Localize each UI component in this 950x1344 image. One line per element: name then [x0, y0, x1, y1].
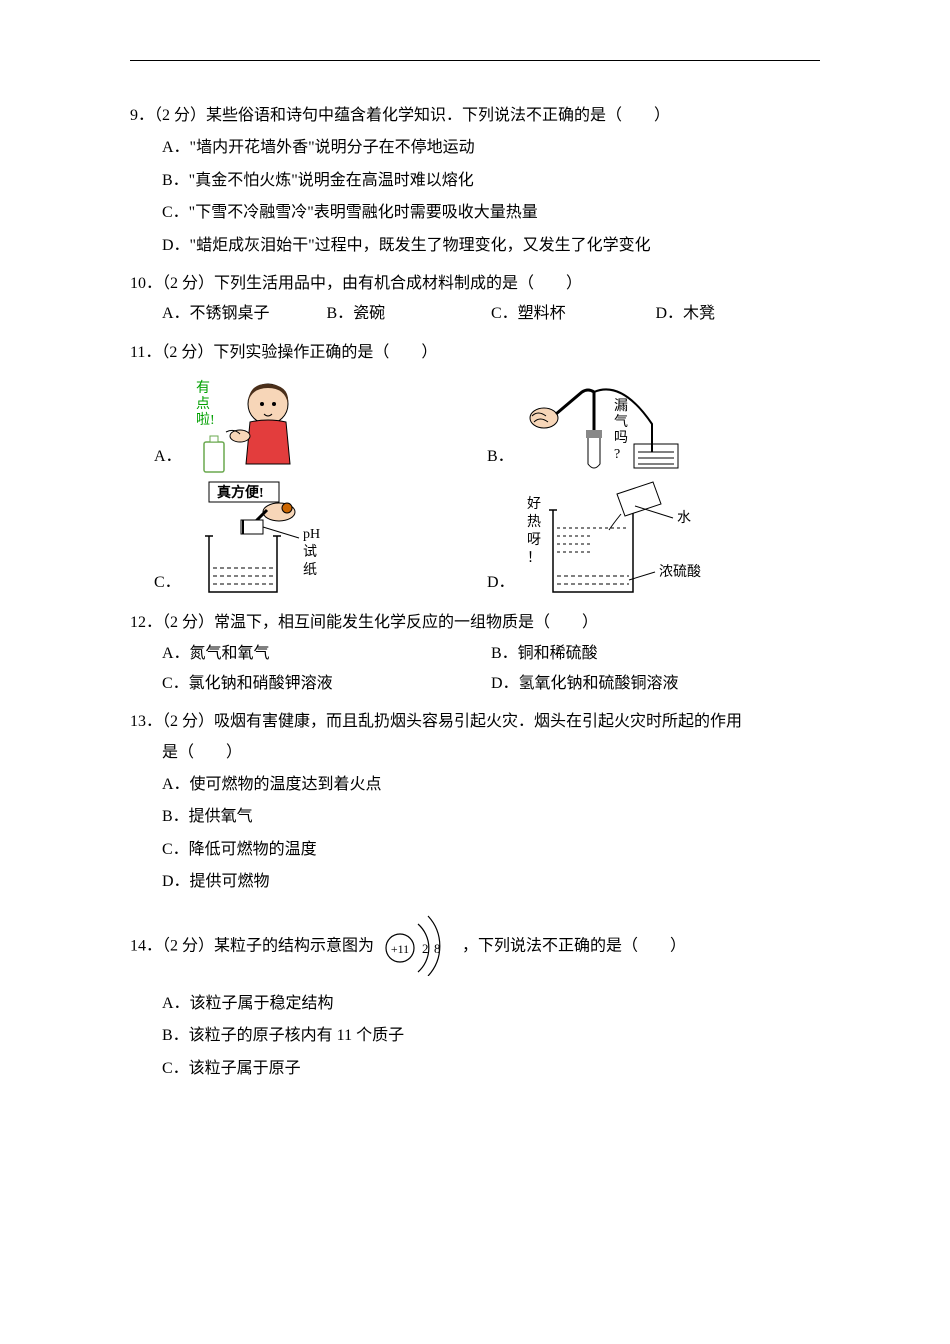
test-tube-icon [588, 438, 600, 468]
q11-stem: 11．（2 分）下列实验操作正确的是（ ） [130, 338, 820, 368]
hand-icon [530, 408, 558, 428]
illus-a-text-2: 点 [196, 396, 210, 412]
question-11: 11．（2 分）下列实验操作正确的是（ ） A． 有 点 啦! [130, 338, 820, 600]
q11-label-b: B． [487, 442, 514, 474]
q13-option-b: B．提供氧气 [162, 802, 820, 832]
q11-illus-d: 好 热 呀 ！ [523, 480, 723, 600]
q11-row-1: A． 有 点 啦! [130, 374, 820, 474]
illus-c-label-1: pH [303, 527, 320, 542]
q13-option-d: D．提供可燃物 [162, 867, 820, 897]
q14-stem: 14．（2 分）某粒子的结构示意图为 +11 2 8 ，下列说法不正确的是（ ） [130, 906, 820, 987]
beaker-icon [549, 510, 637, 592]
q14-stem-pre: 14．（2 分）某粒子的结构示意图为 [130, 937, 374, 954]
pour-cup-icon [617, 482, 661, 516]
q13-option-a: A．使可燃物的温度达到着火点 [162, 770, 820, 800]
q13-stem: 13．（2 分）吸烟有害健康，而且乱扔烟头容易引起火灾．烟头在引起火灾时所起的作… [130, 707, 820, 737]
question-12: 12．（2 分）常温下，相互间能发生化学反应的一组物质是（ ） A．氮气和氧气 … [130, 608, 820, 699]
q10-options: A．不锈钢桌子 B．瓷碗 C．塑料杯 D．木凳 [130, 299, 820, 329]
q9-option-c: C．"下雪不冷融雪冷"表明雪融化时需要吸收大量热量 [162, 198, 820, 228]
tube-icon [556, 390, 594, 434]
ph-paper-icon [241, 520, 263, 534]
illus-c-title: 真方便! [217, 484, 264, 501]
illus-c-label-3: 纸 [303, 562, 317, 578]
q9-options: A．"墙内开花墙外香"说明分子在不停地运动 B．"真金不怕火炼"说明金在高温时难… [130, 133, 820, 261]
q12-option-d: D．氢氧化钠和硫酸铜溶液 [491, 669, 820, 699]
q12-option-c: C．氯化钠和硝酸钾溶液 [162, 669, 491, 699]
illus-a-text-3: 啦! [196, 411, 215, 428]
q13-stem-2: 是（ ） [130, 738, 820, 768]
question-13: 13．（2 分）吸烟有害健康，而且乱扔烟头容易引起火灾．烟头在引起火灾时所起的作… [130, 707, 820, 897]
q11-cell-b: B． 漏 气 吗 ? [487, 374, 820, 474]
q10-stem: 10．（2 分）下列生活用品中，由有机合成材料制成的是（ ） [130, 269, 820, 299]
q14-option-b: B．该粒子的原子核内有 11 个质子 [162, 1021, 820, 1051]
illus-d-text-4: ！ [527, 551, 541, 566]
q14-option-a: A．该粒子属于稳定结构 [162, 989, 820, 1019]
q14-options: A．该粒子属于稳定结构 B．该粒子的原子核内有 11 个质子 C．该粒子属于原子 [130, 989, 820, 1084]
q11-label-a: A． [154, 442, 182, 474]
shell-2-label: 8 [434, 941, 441, 956]
q11-illus-c: 真方便! pH 试 纸 [189, 480, 359, 600]
q12-options: A．氮气和氧气 B．铜和稀硫酸 C．氯化钠和硝酸钾溶液 D．氢氧化钠和硫酸铜溶液 [130, 639, 820, 700]
illus-d-text-2: 热 [527, 514, 541, 530]
q11-cell-a: A． 有 点 啦! [154, 374, 487, 474]
q9-option-d: D．"蜡炬成灰泪始干"过程中，既发生了物理变化，又发生了化学变化 [162, 231, 820, 261]
illus-c-label-2: 试 [303, 544, 317, 560]
illus-d-text-1: 好 [527, 496, 541, 512]
illus-d-label-acid: 浓硫酸 [659, 564, 701, 580]
q13-options: A．使可燃物的温度达到着火点 B．提供氧气 C．降低可燃物的温度 D．提供可燃物 [130, 770, 820, 898]
q11-cell-d: D． 好 热 呀 ！ [487, 480, 820, 600]
illus-a-text-1: 有 [196, 380, 210, 396]
q11-illus-a: 有 点 啦! [190, 374, 310, 474]
shell-1-label: 2 [422, 941, 429, 956]
page: 9．（2 分）某些俗语和诗句中蕴含着化学知识．下列说法不正确的是（ ） A．"墙… [0, 0, 950, 1344]
q14-atom-diagram: +11 2 8 [378, 906, 458, 987]
q10-option-d: D．木凳 [656, 299, 821, 329]
shirt-icon [246, 420, 290, 464]
q14-stem-post: ，下列说法不正确的是（ ） [462, 937, 686, 954]
q12-option-b: B．铜和稀硫酸 [491, 639, 820, 669]
q9-option-b: B．"真金不怕火炼"说明金在高温时难以熔化 [162, 166, 820, 196]
bottle-icon [204, 442, 224, 472]
q10-option-b: B．瓷碗 [327, 299, 492, 329]
illus-d-label-water: 水 [677, 510, 691, 526]
q10-option-a: A．不锈钢桌子 [162, 299, 327, 329]
q11-label-c: C． [154, 568, 181, 600]
q11-illus-b: 漏 气 吗 ? [522, 374, 682, 474]
q9-stem: 9．（2 分）某些俗语和诗句中蕴含着化学知识．下列说法不正确的是（ ） [130, 101, 820, 131]
illus-b-text-4: ? [614, 447, 620, 462]
illus-b-text-1: 漏 [614, 398, 628, 414]
illus-b-text-3: 吗 [614, 430, 628, 446]
q11-cell-c: C． 真方便! pH 试 纸 [154, 480, 487, 600]
q12-option-a: A．氮气和氧气 [162, 639, 491, 669]
question-10: 10．（2 分）下列生活用品中，由有机合成材料制成的是（ ） A．不锈钢桌子 B… [130, 269, 820, 330]
q11-label-d: D． [487, 568, 515, 600]
top-rule [130, 60, 820, 61]
q9-option-a: A．"墙内开花墙外香"说明分子在不停地运动 [162, 133, 820, 163]
q10-option-c: C．塑料杯 [491, 299, 656, 329]
q14-option-c: C．该粒子属于原子 [162, 1054, 820, 1084]
nucleus-label: +11 [391, 942, 409, 956]
illus-b-text-2: 气 [614, 414, 628, 430]
q13-option-c: C．降低可燃物的温度 [162, 835, 820, 865]
question-9: 9．（2 分）某些俗语和诗句中蕴含着化学知识．下列说法不正确的是（ ） A．"墙… [130, 101, 820, 261]
question-14: 14．（2 分）某粒子的结构示意图为 +11 2 8 ，下列说法不正确的是（ ）… [130, 906, 820, 1085]
q11-row-2: C． 真方便! pH 试 纸 [130, 480, 820, 600]
q12-stem: 12．（2 分）常温下，相互间能发生化学反应的一组物质是（ ） [130, 608, 820, 638]
hand-icon [230, 430, 250, 442]
illus-d-text-3: 呀 [527, 533, 541, 548]
